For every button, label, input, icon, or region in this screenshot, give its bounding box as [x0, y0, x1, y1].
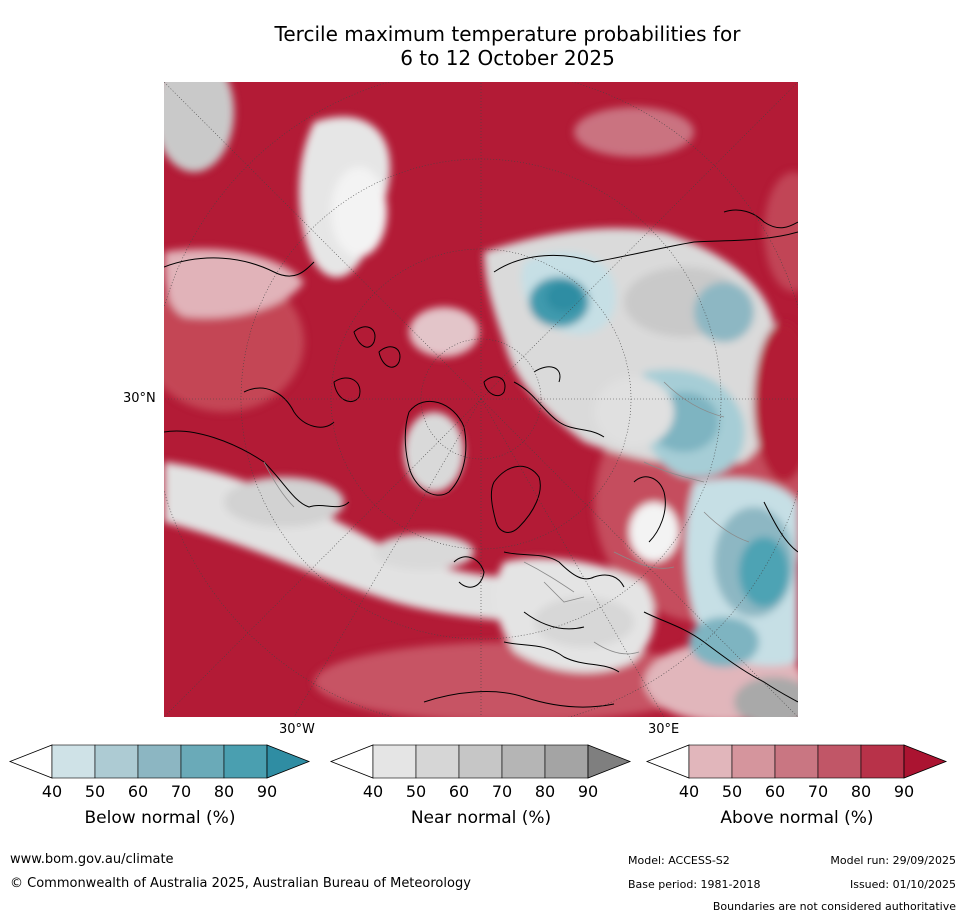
colorbar-above-segment — [688, 744, 733, 779]
colorbar-near-tick-label: 60 — [448, 782, 470, 801]
map-title-line-1: Tercile maximum temperature probabilitie… — [274, 22, 741, 46]
colorbar-above-segment — [731, 744, 776, 779]
graticule — [164, 82, 798, 717]
colorbar-above-tick-label: 70 — [807, 782, 829, 801]
colorbar-near-tick-label: 90 — [577, 782, 599, 801]
colorbar-near-segment — [458, 744, 503, 779]
footer-model-run: Model run: 29/09/2025 — [830, 854, 956, 867]
colorbar-below-segment — [137, 744, 182, 779]
country-borders — [263, 381, 750, 655]
colorbar-below-tick-label: 70 — [170, 782, 192, 801]
colorbar-near-tick-label: 80 — [534, 782, 556, 801]
colorbar-near-lower-extension — [329, 744, 374, 779]
colorbar-below-tick-label: 90 — [256, 782, 278, 801]
colorbar-above-tick-label: 40 — [678, 782, 700, 801]
footer-website: www.bom.gov.au/climate — [10, 852, 174, 867]
footer-model: Model: ACCESS-S2 — [628, 854, 730, 867]
colorbar-above-label: Above normal (%) — [720, 808, 874, 828]
colorbar-above-tick-label: 80 — [850, 782, 872, 801]
colorbar-below-segment — [51, 744, 96, 779]
colorbar-above-segment — [860, 744, 905, 779]
colorbar-near-tick-label: 50 — [405, 782, 427, 801]
colorbar-above-segment — [774, 744, 819, 779]
colorbar-near-segment — [544, 744, 589, 779]
colorbar-near-segment — [501, 744, 546, 779]
colorbar-above-segment — [817, 744, 862, 779]
footer-copyright: © Commonwealth of Australia 2025, Austra… — [10, 876, 471, 891]
colorbar-above-tick-label: 50 — [721, 782, 743, 801]
lon-label-30w: 30°W — [279, 722, 315, 737]
footer-disclaimer: Boundaries are not considered authoritat… — [712, 900, 956, 913]
colorbar-near-tick-label: 40 — [362, 782, 384, 801]
colorbar-below-segment — [94, 744, 139, 779]
probability-shading — [164, 82, 798, 717]
colorbar-below-lower-extension — [8, 744, 53, 779]
colorbar-above-tick-label: 60 — [764, 782, 786, 801]
colorbar-below-tick-label: 80 — [213, 782, 235, 801]
colorbar-near-segment — [372, 744, 417, 779]
colorbar-near-segment — [415, 744, 460, 779]
footer-base-period: Base period: 1981-2018 — [628, 878, 761, 891]
colorbar-below-tick-label: 50 — [84, 782, 106, 801]
footer-issued: Issued: 01/10/2025 — [849, 878, 956, 891]
lon-label-30e: 30°E — [648, 722, 680, 737]
colorbar-above-upper-extension — [903, 744, 948, 779]
lat-label-30n: 30°N — [123, 391, 156, 406]
colorbar-above-lower-extension — [645, 744, 690, 779]
map-title-line-2: 6 to 12 October 2025 — [400, 46, 615, 70]
colorbar-above-tick-label: 90 — [893, 782, 915, 801]
colorbar-below-segment — [180, 744, 225, 779]
map-canvas — [164, 82, 798, 717]
coastlines — [164, 209, 798, 708]
colorbar-near-tick-label: 70 — [491, 782, 513, 801]
colorbar-below-tick-label: 40 — [41, 782, 63, 801]
colorbar-near-label: Near normal (%) — [410, 808, 552, 828]
colorbar-below-label: Below normal (%) — [84, 808, 236, 828]
colorbars — [8, 744, 948, 779]
probability-map — [164, 82, 798, 717]
colorbar-near-upper-extension — [587, 744, 632, 779]
colorbar-below-segment — [223, 744, 268, 779]
colorbar-below-tick-label: 60 — [127, 782, 149, 801]
colorbar-below-upper-extension — [266, 744, 311, 779]
